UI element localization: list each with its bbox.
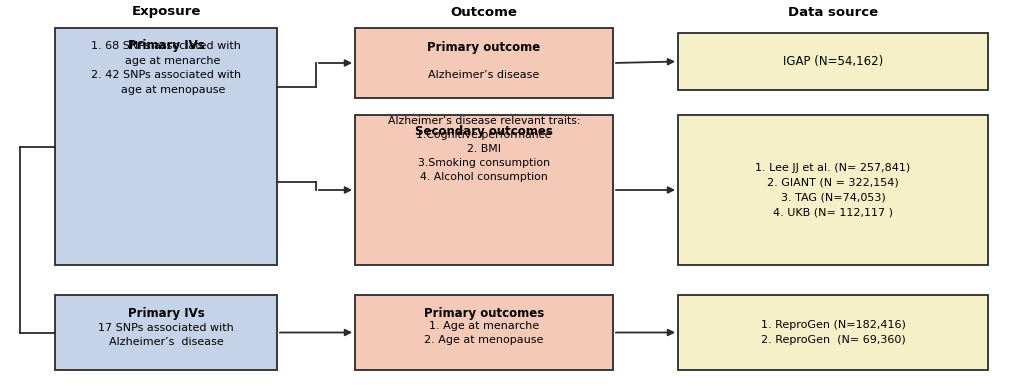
Text: Alzheimer’s disease relevant traits:
1.Cognitive performance
2. BMI
3.Smoking co: Alzheimer’s disease relevant traits: 1.C… [387, 116, 580, 182]
Text: Secondary outcomes: Secondary outcomes [415, 125, 552, 137]
Text: IGAP (N=54,162): IGAP (N=54,162) [783, 55, 882, 68]
Bar [678, 115, 987, 265]
Bar [355, 115, 612, 265]
Bar [55, 295, 277, 370]
Bar [678, 295, 987, 370]
Text: 1. Lee JJ et al. (N= 257,841)
2. GIANT (N = 322,154)
3. TAG (N=74,053)
4. UKB (N: 1. Lee JJ et al. (N= 257,841) 2. GIANT (… [755, 163, 910, 217]
Bar [355, 295, 612, 370]
Text: 1. Age at menarche
2. Age at menopause: 1. Age at menarche 2. Age at menopause [424, 321, 543, 345]
Text: Primary IVs: Primary IVs [127, 39, 204, 53]
Bar [55, 28, 277, 265]
Text: Primary IVs: Primary IVs [127, 307, 204, 320]
Text: Exposure: Exposure [131, 5, 201, 19]
Bar [678, 33, 987, 90]
Text: Data source: Data source [787, 5, 877, 19]
Text: 17 SNPs associated with
Alzheimer’s  disease: 17 SNPs associated with Alzheimer’s dise… [98, 323, 233, 347]
Text: Primary outcome: Primary outcome [427, 41, 540, 55]
Text: Outcome: Outcome [450, 5, 517, 19]
Text: 1. 68 SNPs associated with
    age at menarche
2. 42 SNPs associated with
    ag: 1. 68 SNPs associated with age at menarc… [91, 41, 240, 94]
Text: Alzheimer’s disease: Alzheimer’s disease [428, 70, 539, 80]
Text: 1. ReproGen (N=182,416)
2. ReproGen  (N= 69,360): 1. ReproGen (N=182,416) 2. ReproGen (N= … [760, 320, 905, 345]
Text: Primary outcomes: Primary outcomes [424, 307, 543, 320]
Bar [355, 28, 612, 98]
